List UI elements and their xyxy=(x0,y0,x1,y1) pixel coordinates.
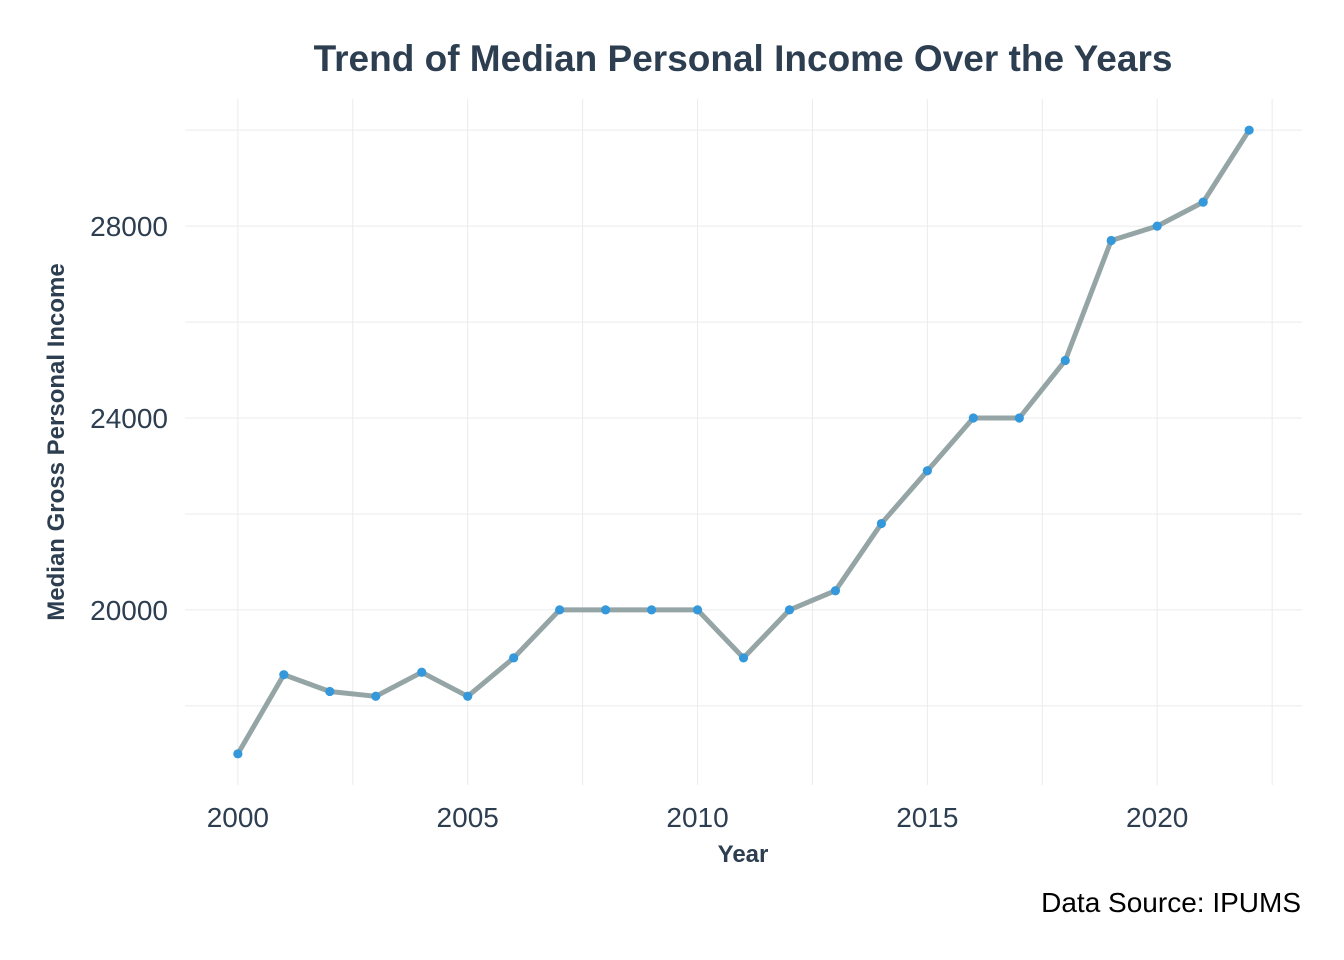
data-point xyxy=(876,518,887,529)
data-point xyxy=(233,749,243,759)
data-point xyxy=(600,605,611,615)
data-point xyxy=(325,686,335,697)
data-point xyxy=(555,605,565,615)
data-point xyxy=(692,605,703,615)
data-point xyxy=(1060,355,1070,366)
y-tick-label: 20000 xyxy=(90,595,168,626)
series-layer xyxy=(233,125,1254,759)
data-point xyxy=(1014,413,1024,423)
data-point xyxy=(738,653,749,663)
data-point xyxy=(784,605,795,615)
x-axis-title: Year xyxy=(718,841,769,868)
data-point xyxy=(1106,235,1116,246)
data-point xyxy=(830,586,841,596)
x-tick-label: 2005 xyxy=(437,802,499,833)
data-point xyxy=(417,667,427,677)
data-point xyxy=(922,466,932,476)
data-point xyxy=(279,670,289,680)
chart-title: Trend of Median Personal Income Over the… xyxy=(314,38,1173,79)
data-point xyxy=(509,653,519,663)
data-point xyxy=(371,691,381,701)
y-tick-label: 24000 xyxy=(90,403,168,434)
data-point xyxy=(646,605,657,615)
y-tick-label: 28000 xyxy=(90,211,168,242)
x-tick-label: 2010 xyxy=(666,802,728,833)
grid-lines xyxy=(185,99,1302,785)
data-point xyxy=(1198,197,1208,207)
axis-tick-labels: 2000 2005 2010 2015 2020 20000 24000 28000 xyxy=(90,211,1188,833)
x-tick-label: 2000 xyxy=(207,802,269,833)
y-axis-title: Median Gross Personal Income xyxy=(43,263,70,620)
x-tick-label: 2015 xyxy=(896,802,958,833)
data-point xyxy=(968,413,978,423)
x-tick-label: 2020 xyxy=(1126,802,1188,833)
data-point xyxy=(1244,125,1254,135)
data-point xyxy=(1152,221,1162,231)
data-source-caption: Data Source: IPUMS xyxy=(1041,887,1301,918)
data-point xyxy=(463,691,473,701)
